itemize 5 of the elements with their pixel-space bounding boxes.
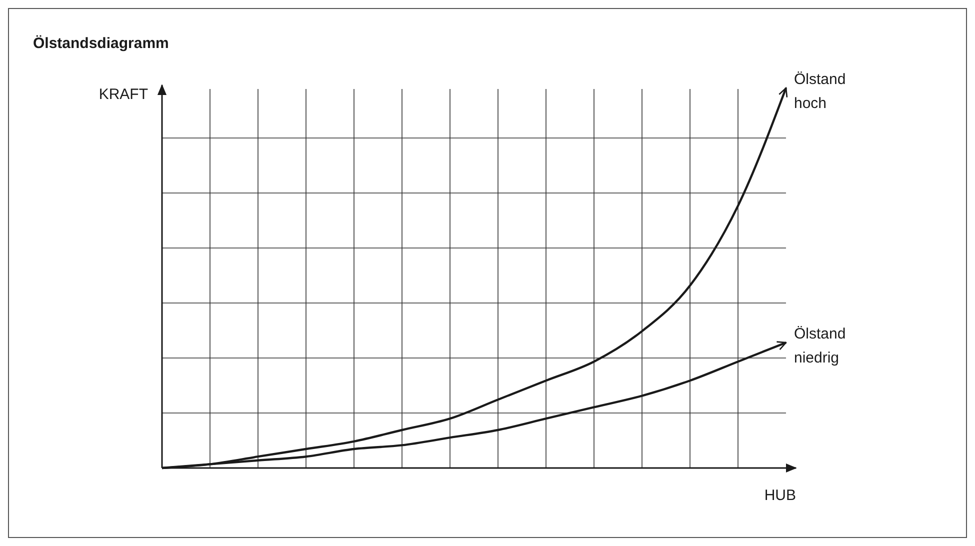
y-axis-title: KRAFT (98, 86, 148, 103)
series-label: Ölstand hoch (794, 71, 846, 112)
chart-title: Ölstandsdiagramm (33, 35, 169, 52)
x-axis-title: HUB (764, 487, 796, 504)
series-label: Ölstand niedrig (794, 326, 846, 367)
